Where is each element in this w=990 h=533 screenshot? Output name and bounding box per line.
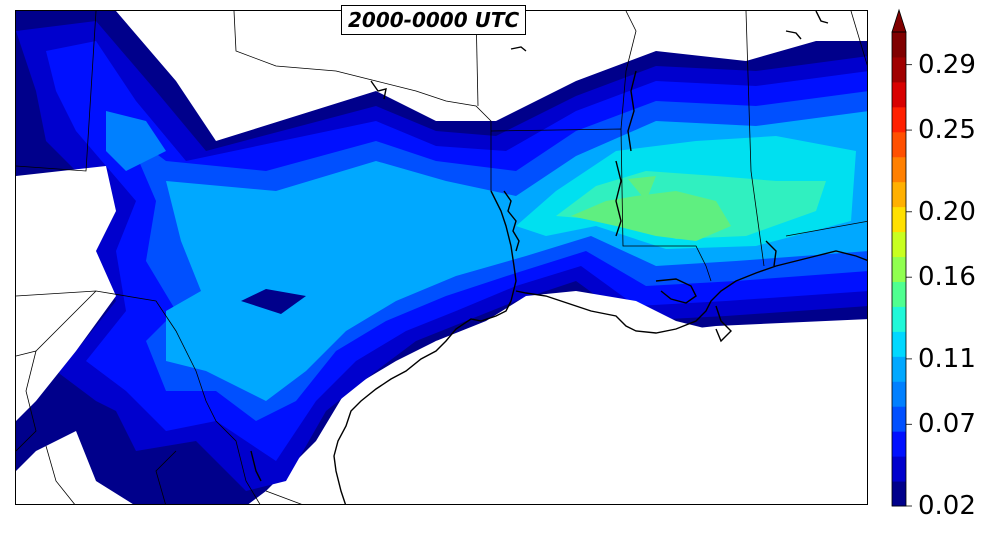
colorbar-tick-label: 0.29 — [918, 49, 976, 80]
colorbar-band — [892, 81, 906, 108]
coast-segment — [715, 305, 732, 343]
border-segment — [16, 350, 37, 452]
colorbar-band — [892, 456, 906, 482]
border-segment — [265, 490, 302, 504]
colorbar-tick-label: 0.11 — [918, 343, 976, 374]
colorbar-tick-label: 0.25 — [918, 115, 976, 146]
coast-segment — [765, 240, 777, 267]
colorbar-band — [892, 431, 906, 457]
colorbar-tick-label: 0.16 — [918, 262, 976, 293]
colorbar-tick-label: 0.02 — [918, 491, 976, 521]
coast-segment — [333, 190, 517, 504]
colorbar-band — [892, 256, 906, 282]
border-segment — [850, 11, 867, 66]
border-segment — [45, 445, 75, 504]
border-segment — [16, 290, 97, 357]
colorbar-band — [892, 181, 906, 208]
border-segment — [745, 11, 765, 267]
coast-segment — [370, 80, 387, 100]
colorbar-band — [892, 131, 906, 158]
colorbar-band — [892, 356, 906, 382]
coast-segment — [503, 190, 520, 252]
colorbar: 0.29 0.25 0.20 0.16 0.11 0.07 0.02 — [888, 8, 988, 519]
contour-deep-spot — [241, 289, 306, 314]
coast-segment — [655, 278, 697, 304]
border-segment — [233, 11, 492, 191]
border-segment — [785, 220, 867, 237]
colorbar-band — [892, 406, 906, 432]
colorbar-band — [892, 206, 906, 233]
map-panel — [15, 10, 868, 505]
colorbar-tick-label: 0.07 — [918, 409, 976, 440]
coast-segment — [615, 160, 622, 237]
colorbar-band — [892, 381, 906, 407]
data-field — [16, 11, 867, 504]
precipitation-map — [16, 11, 867, 504]
colorbar-tick-label: 0.20 — [918, 196, 976, 227]
coast-segment — [627, 70, 637, 152]
gulf-of-mexico — [336, 291, 867, 504]
colorbar-band — [892, 156, 906, 183]
west-land-mask — [16, 166, 116, 421]
border-segment — [16, 11, 97, 172]
contour-green — [571, 191, 731, 241]
colorbar-band — [892, 281, 906, 307]
gulf-mask — [16, 166, 867, 504]
colorbar-bands — [892, 32, 906, 507]
time-range-title: 2000-0000 UTC — [341, 5, 527, 35]
border-segment — [490, 128, 712, 282]
colorbar-extend-arrow — [891, 8, 907, 33]
border-segment — [155, 450, 177, 504]
coast-segment — [785, 30, 802, 40]
colorbar-band — [892, 231, 906, 258]
colorbar-band — [892, 56, 906, 83]
coast-segment — [815, 11, 829, 24]
colorbar-graphic — [891, 8, 912, 507]
contour-green-spot — [628, 176, 656, 201]
colorbar-band — [892, 481, 906, 507]
colorbar-band — [892, 306, 906, 332]
colorbar-band — [892, 331, 906, 357]
border-segment — [620, 11, 637, 130]
coast-segment — [250, 450, 262, 482]
colorbar-frame — [891, 31, 907, 507]
title-text: 2000-0000 UTC — [348, 8, 520, 32]
coast-segment — [515, 250, 867, 334]
border-segment — [16, 290, 261, 504]
colorbar-band — [892, 32, 906, 58]
colorbar-band — [892, 106, 906, 133]
coast-segment — [510, 46, 527, 52]
colorbar-ticks — [906, 64, 912, 507]
coastline — [250, 11, 867, 504]
contour-sky — [106, 111, 166, 171]
